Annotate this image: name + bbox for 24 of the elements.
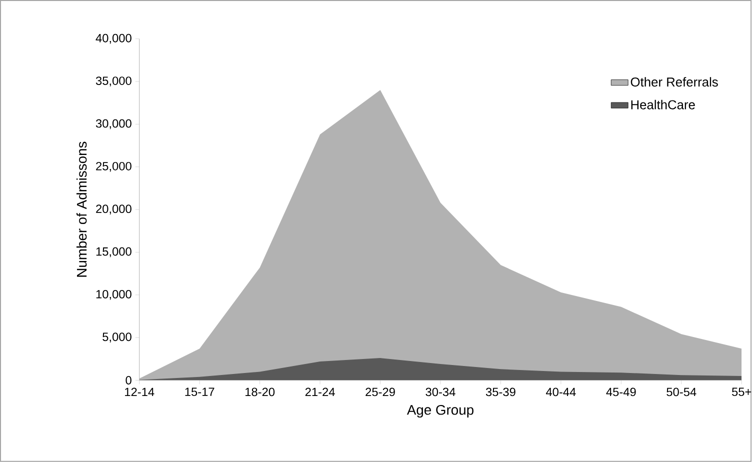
x-tick-label: 55+ bbox=[732, 388, 752, 396]
y-tick-label: 0 bbox=[126, 376, 132, 385]
y-tick-label: 10,000 bbox=[96, 290, 132, 300]
x-tick-label: 18-20 bbox=[246, 388, 275, 396]
y-tick-label: 5,000 bbox=[102, 332, 132, 343]
y-tick-label: 35,000 bbox=[96, 76, 132, 86]
x-tick-label: 12-14 bbox=[125, 388, 154, 396]
x-tick-label: 30-34 bbox=[426, 388, 456, 396]
x-tick-label: 21-24 bbox=[305, 388, 335, 396]
x-tick-label: 35-39 bbox=[486, 388, 516, 396]
y-tick-label: 20,000 bbox=[96, 204, 132, 215]
x-tick-label: 25-29 bbox=[366, 388, 395, 396]
y-tick-label: 40,000 bbox=[96, 34, 132, 44]
y-tick-label: 15,000 bbox=[96, 247, 132, 258]
x-axis-title: Age Group bbox=[406, 405, 474, 418]
x-tick-label: 15-17 bbox=[185, 388, 214, 396]
legend-label: HealthCare bbox=[631, 100, 695, 110]
x-tick-label: 40-44 bbox=[546, 388, 576, 396]
y-tick-label: 25,000 bbox=[96, 162, 132, 172]
x-tick-label: 45-49 bbox=[606, 388, 636, 396]
y-tick-label: 30,000 bbox=[96, 119, 132, 130]
legend-label: Other Referrals bbox=[630, 77, 718, 87]
x-tick-label: 50-54 bbox=[666, 388, 696, 396]
y-axis-title: Number of Admissons bbox=[76, 142, 87, 277]
